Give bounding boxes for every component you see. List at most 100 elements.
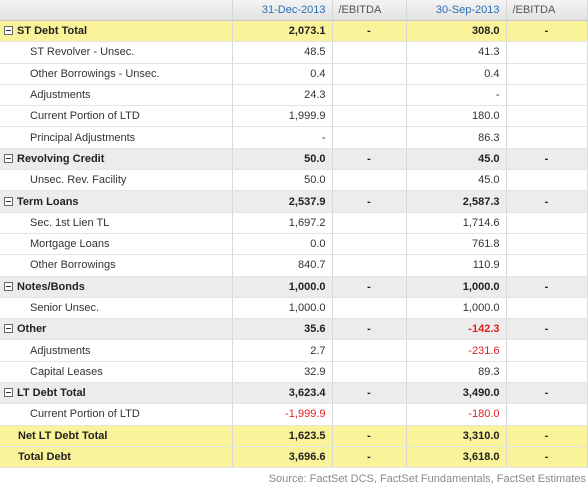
table-body: ST Debt Total 2,073.1 - 308.0 - ST Revolver -…	[0, 20, 588, 469]
table-cell: 3,310.0	[406, 425, 507, 447]
group-row: Term Loans 2,537.9 - 2,587.3 -	[0, 190, 588, 213]
item-row: Senior Unsec. 1,000.0 1,000.0	[0, 297, 588, 320]
table-cell: 308.0	[406, 20, 507, 43]
table-cell: Adjustments	[0, 84, 233, 107]
item-row: Mortgage Loans 0.0 761.8	[0, 233, 588, 256]
cell-text: -	[544, 195, 549, 208]
cell-text: LT Debt Total	[17, 387, 86, 400]
cell-text: 2,073.1	[288, 25, 326, 38]
cell-text: Other	[17, 323, 47, 336]
table-cell: 3,623.4	[232, 382, 333, 405]
item-row: Other Borrowings - Unsec. 0.4 0.4	[0, 63, 588, 85]
item-row: ST Revolver - Unsec. 48.5 41.3	[0, 41, 588, 64]
cell-text: -	[367, 429, 371, 442]
table-cell: 1,714.6	[406, 212, 507, 234]
table-cell: -	[506, 318, 588, 341]
collapse-toggle[interactable]	[4, 281, 13, 291]
cell-text: -	[544, 429, 549, 442]
table-cell: 50.0	[232, 148, 333, 171]
item-row: Current Portion of LTD 1,999.9 180.0	[0, 105, 588, 128]
table-cell: 0.4	[232, 63, 333, 85]
item-row: Adjustments 24.3 -	[0, 84, 588, 107]
cell-text: 3,618.0	[462, 451, 500, 464]
table-cell: Senior Unsec.	[0, 297, 233, 320]
table-cell	[506, 212, 588, 234]
table-cell: 0.0	[232, 233, 333, 256]
table-cell: -	[332, 190, 407, 213]
cell-text: 0.4	[310, 67, 326, 80]
table-cell: 761.8	[406, 233, 507, 256]
table-cell: Other Borrowings	[0, 254, 233, 277]
cell-text: 3,696.6	[288, 451, 326, 464]
collapse-toggle[interactable]	[4, 153, 13, 163]
table-cell: 1,623.5	[232, 425, 333, 447]
item-row: Other Borrowings 840.7 110.9	[0, 254, 588, 277]
cell-text: -	[495, 89, 500, 102]
table-cell	[506, 297, 588, 320]
table-cell	[332, 297, 407, 320]
table-cell: 24.3	[232, 84, 333, 107]
header-cell: 31-Dec-2013	[232, 0, 333, 21]
cell-text: -	[544, 323, 549, 336]
cell-text: 1,000.0	[288, 302, 326, 314]
table-cell	[332, 41, 407, 64]
cell-text: 308.0	[471, 25, 500, 38]
collapse-toggle[interactable]	[4, 196, 13, 206]
cell-text: 41.3	[478, 46, 500, 59]
table-cell	[332, 339, 407, 362]
table-cell: 45.0	[406, 169, 507, 192]
cell-text: Mortgage Loans	[30, 238, 110, 251]
cell-text: 0.4	[484, 67, 500, 80]
cell-text: 110.9	[472, 259, 500, 272]
table-cell	[506, 361, 588, 384]
cell-text: Principal Adjustments	[30, 131, 136, 144]
cell-text: Net LT Debt Total	[18, 429, 108, 442]
cell-text: -	[544, 152, 549, 165]
table-cell: 1,000.0	[406, 297, 507, 320]
table-cell: -180.0	[406, 403, 507, 426]
collapse-toggle[interactable]	[4, 388, 13, 398]
table-cell: -	[506, 148, 588, 171]
cell-text: ST Debt Total	[17, 25, 88, 38]
cell-text: Revolving Credit	[17, 152, 105, 165]
cell-text: Total Debt	[18, 451, 71, 464]
table-cell	[332, 105, 407, 128]
table-cell: 45.0	[406, 148, 507, 171]
cell-text: 3,623.4	[288, 387, 326, 400]
table-cell: Capital Leases	[0, 361, 233, 384]
table-cell	[506, 41, 588, 64]
header-cell: 30-Sep-2013	[406, 0, 507, 21]
cell-text: -	[321, 131, 326, 144]
cell-text: 89.3	[478, 365, 500, 378]
cell-text: -	[367, 152, 371, 165]
table-cell: Adjustments	[0, 339, 233, 362]
table-cell: 35.6	[232, 318, 333, 341]
cell-text: 50.0	[304, 152, 326, 165]
item-row: Sec. 1st Lien TL 1,697.2 1,714.6	[0, 212, 588, 234]
collapse-toggle[interactable]	[4, 26, 13, 36]
table-cell: 3,618.0	[406, 446, 507, 469]
cell-text: -	[544, 280, 549, 293]
table-cell: -	[506, 446, 588, 469]
table-cell: 41.3	[406, 41, 507, 64]
collapse-toggle[interactable]	[4, 324, 13, 334]
table-cell: -1,999.9	[232, 403, 333, 426]
table-cell: 2,587.3	[406, 190, 507, 213]
source-note: Source: FactSet DCS, FactSet Fundamental…	[268, 473, 586, 485]
table-cell: Unsec. Rev. Facility	[0, 169, 233, 192]
cell-text: -142.3	[468, 323, 500, 336]
table-cell: 180.0	[406, 105, 507, 128]
table-cell: 110.9	[406, 254, 507, 277]
table-cell: 89.3	[406, 361, 507, 384]
table-cell: Total Debt	[0, 446, 233, 469]
table-cell: -	[332, 382, 407, 405]
table-cell: Net LT Debt Total	[0, 425, 233, 447]
cell-text: Senior Unsec.	[30, 302, 100, 314]
cell-text: 45.0	[478, 174, 500, 187]
table-cell: Current Portion of LTD	[0, 403, 233, 426]
header-cell: /EBITDA	[332, 0, 407, 21]
group-row: LT Debt Total 3,623.4 - 3,490.0 -	[0, 382, 588, 405]
cell-text: Current Portion of LTD	[30, 110, 140, 123]
table-cell: -	[332, 446, 407, 469]
